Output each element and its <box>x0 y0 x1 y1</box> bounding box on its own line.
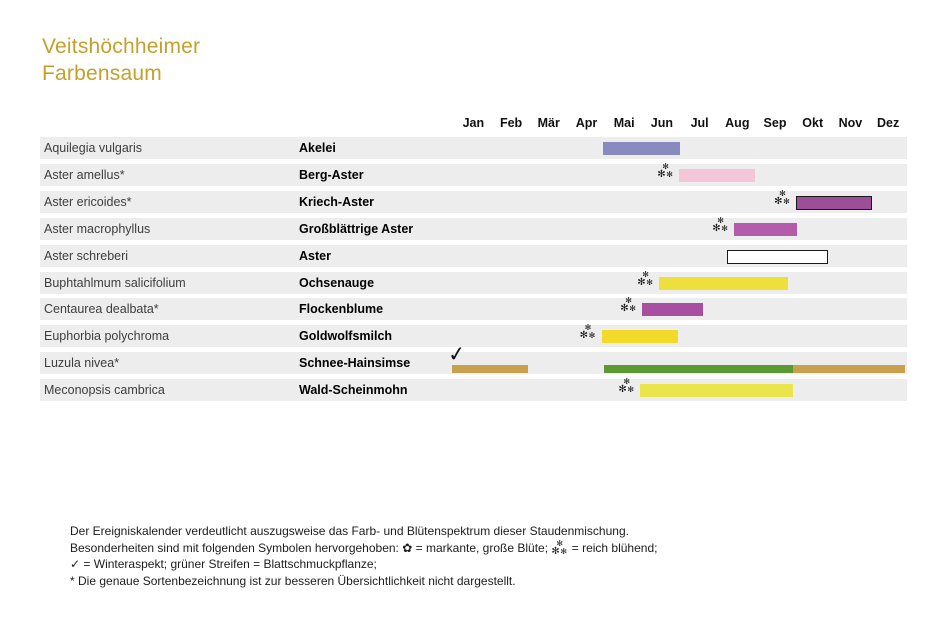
bloom-bar <box>796 195 873 210</box>
legend-winter-label: = Winteraspekt; grüner Streifen = Blatts… <box>83 557 377 571</box>
month-label: Jun <box>650 116 674 130</box>
month-label: Okt <box>802 116 824 130</box>
month-label: Mai <box>613 116 635 130</box>
row-latin-name: Aster amellus* <box>44 167 125 182</box>
month-label: Jan <box>462 116 485 130</box>
month-label: Dez <box>877 116 900 130</box>
row-stripe <box>40 325 907 348</box>
reich-bluehend-icon: ✻ ✻ ✻ <box>618 377 635 396</box>
month-label: Feb <box>499 116 523 130</box>
row-german-name: Ochsenauge <box>299 275 375 290</box>
row-stripe <box>40 217 907 240</box>
row-german-name: Großblättrige Aster <box>299 221 414 236</box>
row-german-name: Aster <box>299 248 331 263</box>
footer-line-1: Der Ereigniskalender verdeutlicht auszug… <box>70 524 629 538</box>
bloom-bar <box>640 384 794 398</box>
row-stripe <box>40 137 907 159</box>
bloom-bar <box>727 249 828 264</box>
reich-bluehend-icon: ✻ ✻ ✻ <box>579 323 596 342</box>
large-bloom-flower-icon: ✿ <box>402 540 413 555</box>
row-latin-name: Buphtahlmum salicifolium <box>44 275 186 290</box>
row-stripe <box>40 298 907 321</box>
row-german-name: Berg-Aster <box>299 167 364 182</box>
row-german-name: Kriech-Aster <box>299 194 375 209</box>
footer-line-4: * Die genaue Sortenbezeichnung ist zur b… <box>70 573 516 588</box>
winteraspekt-check-icon: ✓ <box>70 557 81 571</box>
row-latin-name: Luzula nivea* <box>44 356 120 371</box>
row-latin-name: Aster schreberi <box>44 248 129 263</box>
month-label: Jul <box>690 116 709 130</box>
legend-intro: Besonderheiten sind mit folgenden Symbol… <box>70 540 399 555</box>
month-label: Sep <box>763 116 787 130</box>
bloom-bar <box>793 364 906 373</box>
row-latin-name: Aster ericoides* <box>44 194 132 209</box>
bloom-bar <box>679 168 756 182</box>
row-german-name: Goldwolfsmilch <box>299 329 393 344</box>
bloom-bar <box>642 303 704 317</box>
bloom-bar <box>604 364 794 373</box>
month-label: Apr <box>575 116 598 130</box>
bloom-bar <box>734 222 797 236</box>
page-title-line2: Farbensaum <box>42 62 162 85</box>
row-german-name: Wald-Scheinmohn <box>299 383 408 398</box>
reich-bluehend-icon: ✻ ✻ ✻ <box>657 161 673 180</box>
row-stripe <box>40 163 907 186</box>
month-label: Aug <box>725 116 750 130</box>
reich-bluehend-icon: ✻ ✻ ✻ <box>774 188 790 207</box>
reich-bluehend-icon: ✻ ✻ ✻ <box>551 538 568 557</box>
row-german-name: Akelei <box>299 141 336 155</box>
bloom-bar <box>603 142 680 155</box>
reich-bluehend-icon: ✻ ✻ ✻ <box>637 269 653 288</box>
row-german-name: Flockenblume <box>299 302 384 317</box>
row-latin-name: Meconopsis cambrica <box>44 383 165 398</box>
footer-line-3: ✓ = Winteraspekt; grüner Streifen = Blat… <box>70 556 657 573</box>
footer-legend: Der Ereigniskalender verdeutlicht auszug… <box>70 523 657 589</box>
reich-bluehend-icon: ✻ ✻ ✻ <box>551 538 568 557</box>
row-latin-name: Aster macrophyllus <box>44 221 151 236</box>
row-latin-name: Aquilegia vulgaris <box>44 141 142 155</box>
page-title-line1: Veitshöchheimer <box>42 35 201 58</box>
footer-line-2: Besonderheiten sind mit folgenden Symbol… <box>70 538 658 557</box>
row-german-name: Schnee-Hainsimse <box>299 356 411 371</box>
month-label: Nov <box>838 116 863 130</box>
row-stripe <box>40 190 907 213</box>
page-title: Veitshöchheimer Farbensaum <box>42 33 200 87</box>
winteraspekt-check-icon: ✓ <box>447 341 468 368</box>
month-label: Mär <box>537 116 560 130</box>
legend-reich-label: = reich blühend; <box>571 540 658 555</box>
row-stripe <box>40 244 907 267</box>
bloom-bar <box>659 276 789 290</box>
row-latin-name: Euphorbia polychroma <box>44 329 170 344</box>
legend-bloom-label: = markante, große Blüte; <box>415 540 549 555</box>
reich-bluehend-icon: ✻ ✻ ✻ <box>712 215 728 234</box>
bloom-bar <box>452 364 529 373</box>
reich-bluehend-icon: ✻ ✻ ✻ <box>620 296 636 315</box>
row-latin-name: Centaurea dealbata* <box>44 302 159 317</box>
bloom-bar <box>601 330 679 344</box>
